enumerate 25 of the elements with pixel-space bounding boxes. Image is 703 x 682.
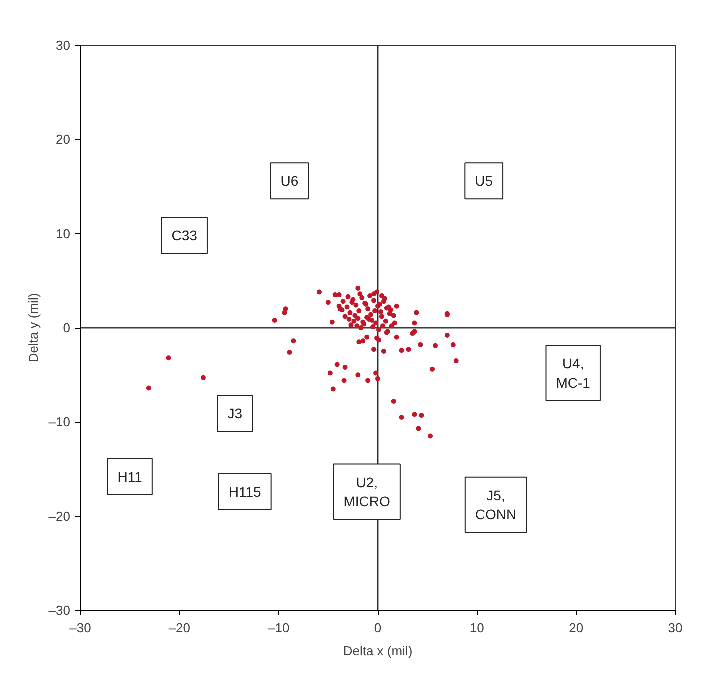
x-tick-label: 20 [569, 620, 584, 636]
annotation: J5, CONN [475, 487, 517, 523]
x-axis-title: Delta x (mil) [343, 644, 413, 658]
x-tick-label: 30 [668, 620, 683, 636]
y-tick-label: –30 [48, 603, 71, 618]
y-tick-label: –10 [48, 414, 71, 430]
annotation: C33 [172, 228, 198, 244]
annotation: U2, MICRO [344, 474, 391, 510]
y-tick-label: 20 [56, 132, 71, 148]
x-tick-label: –10 [268, 620, 290, 636]
y-tick-label: 0 [63, 320, 71, 336]
annotation: H115 [228, 484, 262, 500]
annotation: U5 [475, 173, 494, 190]
x-tick-label: –20 [168, 620, 191, 636]
annotation: U4, MC-1 [556, 356, 591, 391]
y-axis-title: Delta y (mil) [26, 293, 41, 363]
x-tick-label: 0 [374, 620, 382, 636]
annotation: H11 [118, 468, 143, 485]
annotation: J3 [228, 406, 243, 422]
x-tick-label: –30 [70, 620, 92, 636]
annotation: U6 [280, 173, 299, 190]
x-tick-label: 10 [470, 620, 484, 636]
y-tick-label: 30 [56, 38, 71, 53]
y-tick-label: 10 [56, 226, 71, 242]
y-tick-label: –20 [48, 508, 71, 524]
